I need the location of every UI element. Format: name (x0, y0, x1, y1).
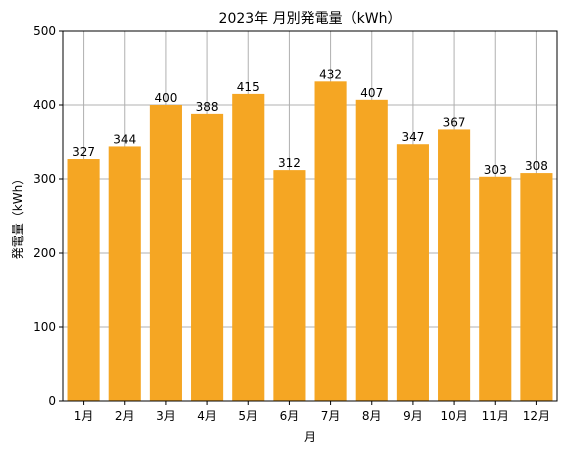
bar (191, 113, 224, 401)
x-tick-label: 12月 (523, 409, 550, 423)
plot-frame (62, 30, 558, 402)
x-tick-label: 4月 (197, 409, 217, 423)
bar (232, 93, 265, 402)
x-tick-label: 9月 (403, 409, 423, 423)
bar (314, 81, 347, 401)
bar (273, 170, 306, 401)
data-label: 327 (72, 145, 95, 159)
data-label: 388 (196, 100, 219, 114)
chart-title: 2023年 月別発電量（kWh） (219, 11, 402, 27)
x-tick-label: 3月 (156, 409, 176, 423)
y-tick-label: 500 (33, 24, 56, 38)
y-axis-label: 発電量（kWh） (11, 173, 25, 259)
y-tick-label: 100 (33, 320, 56, 334)
y-tick-label: 400 (33, 98, 56, 112)
data-label: 303 (484, 163, 507, 177)
data-label: 312 (278, 156, 301, 170)
data-label: 415 (237, 80, 260, 94)
data-labels: 327 344 400 388 415 312 432 407 347 367 303 308 (72, 67, 548, 176)
x-axis-label: 月 (304, 430, 316, 444)
x-tick-label: 5月 (238, 409, 258, 423)
data-label: 407 (360, 86, 383, 100)
bar (520, 173, 553, 401)
x-tick-label: 11月 (482, 409, 509, 423)
data-label: 432 (319, 67, 342, 81)
x-tick-label: 8月 (362, 409, 382, 423)
y-tick-label: 300 (33, 172, 56, 186)
x-tick-label: 2月 (115, 409, 135, 423)
data-label: 347 (401, 130, 424, 144)
bar (149, 105, 182, 401)
data-label: 344 (113, 132, 136, 146)
x-tick-label: 7月 (321, 409, 341, 423)
data-label: 308 (525, 159, 548, 173)
x-tick-label: 6月 (280, 409, 300, 423)
bar (67, 159, 100, 401)
bar (355, 99, 388, 401)
bar (479, 176, 512, 401)
axis-ticks: 0 100 200 300 400 500 1月 2月 3月 4月 5月 6月 7月 8月 9月 10月 11月… (33, 24, 550, 423)
bar (396, 144, 429, 401)
data-label: 400 (154, 91, 177, 105)
y-tick-label: 200 (33, 246, 56, 260)
data-label: 367 (443, 115, 466, 129)
x-tick-label: 10月 (440, 409, 467, 423)
bar (108, 146, 141, 401)
bars (67, 81, 553, 402)
bar (438, 129, 471, 402)
y-tick-label: 0 (48, 394, 56, 408)
x-tick-label: 1月 (74, 409, 94, 423)
